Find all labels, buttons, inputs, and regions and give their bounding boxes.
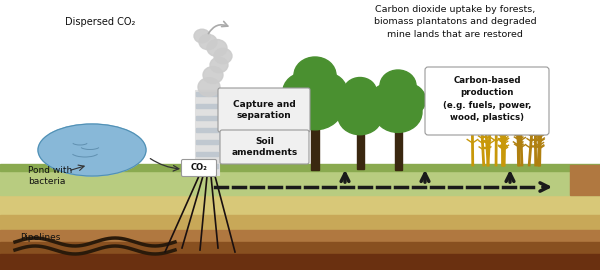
Ellipse shape — [199, 34, 217, 50]
Ellipse shape — [283, 72, 328, 112]
Ellipse shape — [207, 39, 227, 56]
Text: Pipelines: Pipelines — [20, 234, 61, 242]
Ellipse shape — [38, 124, 146, 176]
Ellipse shape — [203, 66, 223, 83]
FancyBboxPatch shape — [218, 88, 310, 132]
Ellipse shape — [387, 80, 418, 106]
Bar — [196, 140, 218, 144]
Bar — [311, 120, 319, 170]
Text: Carbon-based
production
(e.g. fuels, power,
wood, plastics): Carbon-based production (e.g. fuels, pow… — [443, 76, 531, 122]
Bar — [0, 242, 600, 254]
Ellipse shape — [214, 48, 232, 64]
Ellipse shape — [335, 90, 370, 120]
Ellipse shape — [380, 70, 416, 101]
Bar — [0, 165, 600, 195]
Ellipse shape — [302, 68, 339, 99]
Bar — [0, 195, 600, 215]
Ellipse shape — [379, 105, 410, 125]
Ellipse shape — [374, 92, 422, 132]
Text: Dispersed CO₂: Dispersed CO₂ — [65, 17, 136, 27]
Ellipse shape — [287, 82, 343, 130]
Ellipse shape — [302, 72, 347, 112]
Bar — [219, 120, 235, 150]
FancyBboxPatch shape — [182, 160, 217, 177]
Text: Capture and
separation: Capture and separation — [233, 100, 295, 120]
Bar — [195, 90, 219, 175]
Bar — [395, 124, 401, 170]
Ellipse shape — [387, 83, 425, 117]
Ellipse shape — [294, 57, 336, 93]
Ellipse shape — [343, 110, 371, 128]
Text: CO₂: CO₂ — [191, 164, 208, 173]
Ellipse shape — [350, 90, 385, 120]
Bar — [196, 128, 218, 132]
Ellipse shape — [198, 78, 220, 96]
Ellipse shape — [287, 85, 317, 105]
Bar — [0, 254, 600, 270]
Bar — [196, 152, 218, 156]
Text: Soil
amendments: Soil amendments — [232, 137, 298, 157]
Bar — [0, 164, 600, 171]
Ellipse shape — [210, 57, 228, 73]
Ellipse shape — [391, 94, 416, 112]
Polygon shape — [570, 165, 600, 195]
Ellipse shape — [341, 86, 370, 110]
Bar — [356, 127, 364, 169]
Ellipse shape — [370, 83, 409, 117]
Ellipse shape — [194, 29, 210, 43]
Bar — [0, 215, 600, 230]
Bar — [196, 164, 218, 168]
FancyBboxPatch shape — [220, 130, 309, 164]
Ellipse shape — [294, 97, 330, 121]
Ellipse shape — [338, 97, 382, 135]
Ellipse shape — [307, 85, 337, 105]
Text: Carbon dioxide uptake by forests,
biomass plantatons and degraded
mine lands tha: Carbon dioxide uptake by forests, biomas… — [374, 5, 536, 39]
Bar — [196, 104, 218, 108]
Ellipse shape — [338, 100, 361, 116]
Ellipse shape — [343, 77, 377, 106]
Bar — [196, 92, 218, 96]
Ellipse shape — [291, 68, 328, 99]
Ellipse shape — [353, 100, 376, 116]
FancyBboxPatch shape — [425, 67, 549, 135]
Bar — [0, 230, 600, 242]
Ellipse shape — [374, 94, 399, 112]
Ellipse shape — [350, 86, 379, 110]
Bar — [196, 116, 218, 120]
Ellipse shape — [377, 80, 409, 106]
Text: Pond with
bacteria: Pond with bacteria — [28, 166, 72, 186]
